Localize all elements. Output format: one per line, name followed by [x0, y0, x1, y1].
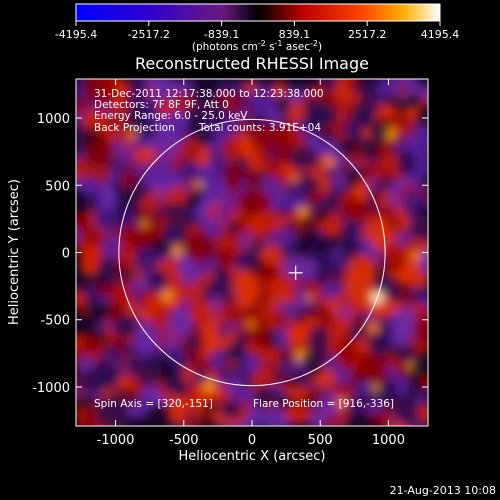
solar-limb-circle [118, 118, 386, 387]
colorbar-tick-label: 2517.2 [348, 28, 387, 41]
x-tick-label: 500 [308, 433, 333, 448]
colorbar-ticks: -4195.4 -2517.2 -839.1 839.1 2517.2 4195.4 [55, 21, 459, 41]
colorbar-tick-label: -839.1 [204, 28, 239, 41]
annotation-total-counts: Total counts: 3.91E+04 [198, 122, 321, 134]
y-axis-label: Heliocentric Y (arcsec) [7, 179, 22, 325]
annotation-method: Back Projection [94, 122, 175, 134]
y-tick-label: 1000 [37, 112, 70, 127]
colorbar-tick-label: -2517.2 [128, 28, 170, 41]
colorbar-tick-label: -4195.4 [55, 28, 97, 41]
annotation-spin-axis: Spin Axis = [320,-151] [94, 398, 213, 410]
x-axis-label: Heliocentric X (arcsec) [179, 449, 326, 464]
footer-timestamp: 21-Aug-2013 10:08 [390, 484, 496, 497]
annotation-time-range: 31-Dec-2011 12:17:38.000 to 12:23:38.000 [94, 88, 324, 100]
colorbar [75, 3, 441, 22]
x-tick-label: 1000 [372, 433, 405, 448]
colorbar-tick-label: 839.1 [279, 28, 311, 41]
annotation-energy-range: Energy Range: 6.0 - 25.0 keV [94, 110, 248, 122]
x-tick-label: 0 [248, 433, 256, 448]
chart-title: Reconstructed RHESSI Image [135, 54, 369, 73]
x-tick-label: -500 [169, 433, 199, 448]
colorbar-units: (photons cm-2 s-1 asec-2) [192, 39, 322, 54]
y-tick-label: 500 [45, 179, 70, 194]
y-tick-label: 0 [62, 247, 70, 262]
annotation-flare-position: Flare Position = [916,-336] [253, 398, 394, 410]
x-axis-ticks: -1000 -500 0 500 1000 [97, 79, 405, 448]
heatmap-image [76, 79, 428, 426]
y-axis-ticks: -1000 -500 0 500 1000 [32, 112, 428, 396]
x-tick-label: -1000 [97, 433, 135, 448]
y-tick-label: -1000 [32, 381, 70, 396]
annotation-detectors: Detectors: 7F 8F 9F, Att 0 [94, 99, 229, 111]
colorbar-tick-label: 4195.4 [421, 28, 460, 41]
y-tick-label: -500 [40, 314, 70, 329]
spin-axis-marker [288, 265, 303, 280]
